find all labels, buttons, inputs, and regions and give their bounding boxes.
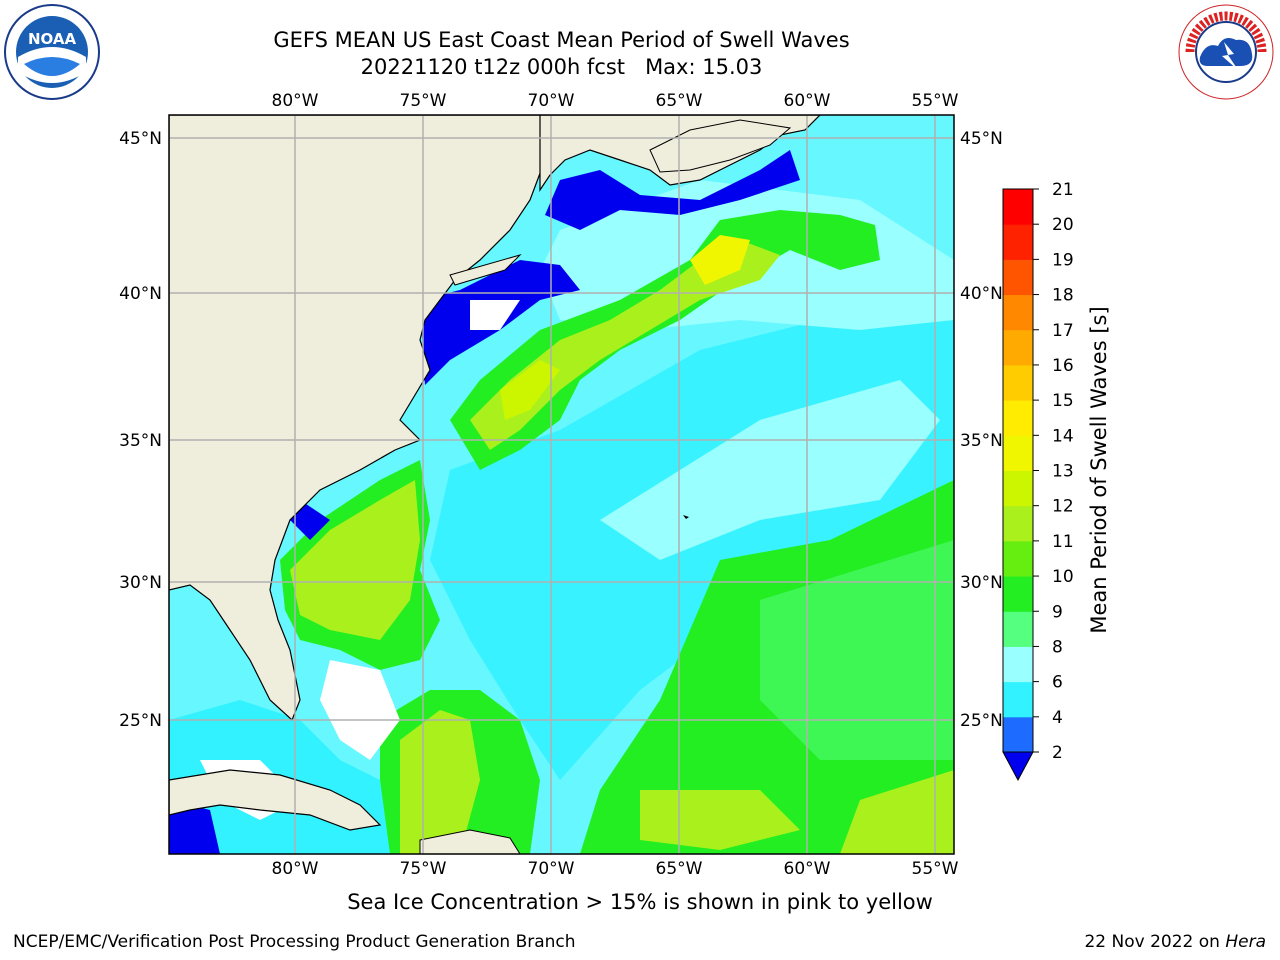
date-text: 22 Nov 2022 on Hera: [1084, 932, 1266, 952]
colorbar-ticks: 2 4 6 8 9 10 11 12 13 14 15 16 17 18 19 20 21: [1033, 180, 1074, 763]
colorbar-tick-label: 10: [1052, 567, 1074, 587]
lat-label-left: 35°N: [119, 431, 162, 451]
colorbar-tick-label: 4: [1052, 708, 1063, 728]
graticule: [169, 115, 954, 854]
lat-labels-right: 45°N 40°N 35°N 30°N 25°N: [960, 129, 1003, 731]
lat-label-left: 25°N: [119, 711, 162, 731]
lon-label-bottom: 75°W: [400, 859, 447, 879]
colorbar-tick-label: 15: [1052, 391, 1074, 411]
land-cuba: [169, 769, 382, 831]
colorbar-segment: [1003, 576, 1033, 612]
colorbar-segment: [1003, 364, 1033, 401]
colorbar-tick-label: 19: [1052, 250, 1074, 270]
colorbar-segments: [1003, 189, 1033, 753]
colorbar-tick-label: 11: [1052, 532, 1074, 552]
colorbar-tick-label: 2: [1052, 743, 1063, 763]
field-south-yellow-green: [640, 790, 800, 850]
lon-label-top: 60°W: [784, 91, 831, 111]
colorbar: 2 4 6 8 9 10 11 12 13 14 15 16 17 18 19 20 21 Mean Perio…: [1002, 180, 1111, 782]
colorbar-segment: [1003, 646, 1033, 683]
title-line-1: GEFS MEAN US East Coast Mean Period of S…: [273, 28, 850, 52]
field-nodata-shelf: [470, 300, 520, 330]
title-line-2: 20221120 t12z 000h fcst Max: 15.03: [360, 55, 763, 79]
land-nova-scotia: [649, 119, 792, 173]
lat-label-right: 45°N: [960, 129, 1003, 149]
field-nodata-bahama-bank: [320, 660, 400, 760]
field-far-southeast-yellow: [840, 770, 954, 854]
lon-label-top: 70°W: [528, 91, 575, 111]
lon-label-bottom: 65°W: [656, 859, 703, 879]
lon-labels-top: 80°W 75°W 70°W 65°W 60°W 55°W: [272, 91, 959, 111]
colorbar-tick-label: 14: [1052, 426, 1074, 446]
colorbar-tick-label: 18: [1052, 286, 1074, 306]
colorbar-segment: [1003, 611, 1033, 647]
colorbar-tick-label: 21: [1052, 180, 1074, 200]
map-frame: [168, 114, 955, 855]
field-gulfmaine-blue: [545, 150, 800, 230]
colorbar-segment: [1003, 716, 1033, 753]
colorbar-segment: [1003, 329, 1033, 366]
colorbar-label: Mean Period of Swell Waves [s]: [1087, 306, 1111, 633]
lat-labels-left: 45°N 40°N 35°N 30°N 25°N: [119, 129, 162, 731]
colorbar-tick-label: 13: [1052, 462, 1074, 482]
lat-label-right: 35°N: [960, 431, 1003, 451]
colorbar-segment: [1003, 435, 1033, 471]
lon-label-bottom: 55°W: [912, 859, 959, 879]
colorbar-tick-label: 20: [1052, 215, 1074, 235]
colorbar-segment: [1003, 224, 1033, 260]
lon-labels-bottom: 80°W 75°W 70°W 65°W 60°W 55°W: [272, 859, 959, 879]
lon-label-top: 55°W: [912, 91, 959, 111]
colorbar-segment: [1003, 681, 1033, 718]
colorbar-tick-label: 9: [1052, 602, 1063, 622]
lon-label-top: 75°W: [400, 91, 447, 111]
lon-label-bottom: 70°W: [528, 859, 575, 879]
colorbar-extend-triangle: [1002, 751, 1034, 782]
colorbar-segment: [1003, 189, 1033, 225]
lat-label-right: 40°N: [960, 284, 1003, 304]
field-gulfstream-green: [450, 210, 880, 470]
lat-label-right: 30°N: [960, 573, 1003, 593]
colorbar-segment: [1003, 505, 1033, 542]
lon-label-bottom: 80°W: [272, 859, 319, 879]
colorbar-segment: [1003, 540, 1033, 577]
colorbar-segment: [1003, 400, 1033, 436]
map-panel: [169, 115, 954, 854]
colorbar-segment: [1003, 259, 1033, 296]
date-label: 22 Nov 2022 on: [1084, 932, 1220, 952]
colorbar-tick-label: 16: [1052, 356, 1074, 376]
colorbar-segment: [1003, 294, 1033, 331]
field-yellow-patch: [500, 360, 560, 420]
field-bight-yellowgreen: [290, 480, 420, 640]
lat-label-left: 40°N: [119, 284, 162, 304]
field-southeast-light-green: [760, 540, 954, 760]
noaa-logo: NOAA: [4, 4, 100, 100]
colorbar-tick-label: 12: [1052, 497, 1074, 517]
lon-label-bottom: 60°W: [784, 859, 831, 879]
lon-label-top: 80°W: [272, 91, 319, 111]
field-light-cyan: [600, 380, 940, 560]
colorbar-segment: [1003, 470, 1033, 507]
host-label: Hera: [1225, 932, 1266, 952]
field-bahamas-yellowgreen: [400, 710, 480, 854]
map-title: GEFS MEAN US East Coast Mean Period of S…: [0, 27, 1123, 81]
land-long-island: [449, 253, 522, 286]
lat-label-right: 25°N: [960, 711, 1003, 731]
colorbar-tick-label: 8: [1052, 637, 1063, 657]
field-caribbean-blue: [169, 800, 220, 854]
land-hispaniola: [419, 829, 521, 854]
lat-label-left: 30°N: [119, 573, 162, 593]
land-us-east-coast: [169, 115, 546, 722]
lon-label-top: 65°W: [656, 91, 703, 111]
nws-logo: [1178, 4, 1274, 100]
lat-label-left: 45°N: [119, 129, 162, 149]
noaa-logo-text: NOAA: [28, 30, 77, 48]
colorbar-tick-label: 17: [1052, 321, 1074, 341]
credit-text: NCEP/EMC/Verification Post Processing Pr…: [13, 932, 576, 952]
land-bermuda: [683, 515, 689, 519]
sea-ice-caption: Sea Ice Concentration > 15% is shown in …: [347, 890, 933, 914]
field-gulfstream-yellow: [690, 235, 750, 285]
colorbar-tick-label: 6: [1052, 673, 1063, 693]
